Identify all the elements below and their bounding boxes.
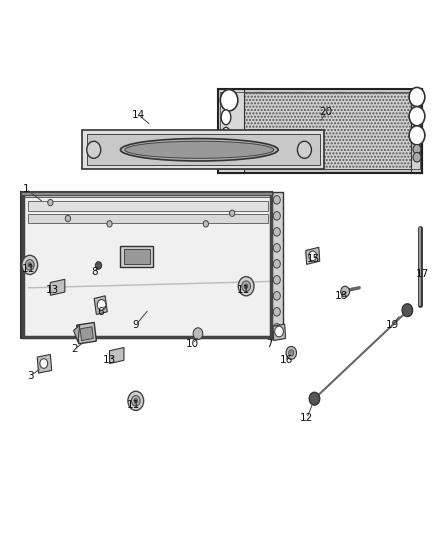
Text: 9: 9	[132, 320, 139, 330]
Circle shape	[128, 391, 144, 410]
Circle shape	[238, 277, 254, 296]
Text: 20: 20	[320, 107, 333, 117]
Ellipse shape	[120, 139, 278, 161]
Text: 14: 14	[131, 110, 145, 119]
Circle shape	[203, 221, 208, 227]
Circle shape	[95, 262, 102, 269]
Circle shape	[273, 276, 280, 284]
Circle shape	[40, 359, 48, 368]
Polygon shape	[21, 192, 272, 338]
Polygon shape	[82, 130, 324, 169]
Polygon shape	[77, 322, 96, 344]
Circle shape	[28, 263, 32, 267]
Circle shape	[309, 392, 320, 405]
Circle shape	[273, 244, 280, 252]
Polygon shape	[110, 348, 124, 364]
Ellipse shape	[223, 143, 230, 153]
Circle shape	[273, 292, 280, 300]
Circle shape	[289, 350, 294, 356]
Polygon shape	[218, 89, 422, 173]
Circle shape	[107, 221, 112, 227]
Text: 2: 2	[71, 344, 78, 354]
Circle shape	[242, 281, 251, 292]
Text: 3: 3	[27, 371, 34, 381]
Polygon shape	[120, 246, 153, 266]
Circle shape	[297, 141, 311, 158]
Text: 11: 11	[22, 264, 35, 274]
Circle shape	[22, 255, 38, 274]
Circle shape	[244, 284, 248, 288]
Polygon shape	[411, 89, 422, 173]
Circle shape	[273, 228, 280, 236]
Text: 11: 11	[237, 286, 250, 295]
Text: 7: 7	[266, 339, 273, 349]
Circle shape	[409, 87, 425, 107]
Polygon shape	[94, 296, 107, 314]
Polygon shape	[21, 192, 272, 197]
Text: 6: 6	[97, 307, 104, 317]
Polygon shape	[74, 325, 80, 342]
Text: 1: 1	[23, 184, 30, 194]
Circle shape	[134, 399, 138, 403]
Polygon shape	[80, 327, 93, 341]
Polygon shape	[273, 324, 286, 341]
Text: 13: 13	[103, 355, 116, 365]
Circle shape	[97, 300, 106, 310]
Circle shape	[309, 251, 317, 261]
Circle shape	[409, 107, 425, 126]
Ellipse shape	[222, 127, 230, 139]
Polygon shape	[218, 89, 244, 173]
Polygon shape	[124, 249, 150, 264]
Text: 10: 10	[186, 339, 199, 349]
Circle shape	[273, 324, 280, 332]
Circle shape	[193, 328, 203, 340]
Text: 17: 17	[416, 270, 429, 279]
Circle shape	[273, 308, 280, 316]
Circle shape	[230, 210, 235, 216]
Circle shape	[25, 260, 34, 270]
Text: 8: 8	[91, 267, 98, 277]
Circle shape	[341, 286, 350, 297]
Text: 12: 12	[300, 414, 313, 423]
Text: 18: 18	[335, 291, 348, 301]
Text: 11: 11	[127, 400, 140, 410]
Polygon shape	[37, 354, 52, 373]
Polygon shape	[50, 279, 65, 295]
Ellipse shape	[221, 110, 231, 125]
Circle shape	[220, 90, 238, 111]
Text: 13: 13	[46, 286, 59, 295]
Circle shape	[273, 212, 280, 220]
Circle shape	[273, 196, 280, 204]
Circle shape	[413, 152, 421, 162]
Text: 15: 15	[307, 254, 320, 263]
Polygon shape	[244, 93, 411, 169]
Polygon shape	[306, 247, 320, 264]
Text: 19: 19	[385, 320, 399, 330]
Circle shape	[409, 126, 425, 145]
Circle shape	[413, 144, 421, 154]
Polygon shape	[271, 192, 283, 338]
Polygon shape	[28, 201, 268, 211]
Polygon shape	[28, 214, 268, 223]
Ellipse shape	[125, 141, 274, 158]
Circle shape	[48, 199, 53, 206]
Circle shape	[402, 304, 413, 317]
Circle shape	[275, 326, 283, 337]
Text: 16: 16	[280, 355, 293, 365]
Circle shape	[65, 215, 71, 222]
Polygon shape	[87, 134, 320, 165]
Circle shape	[87, 141, 101, 158]
Circle shape	[131, 395, 140, 406]
Circle shape	[273, 260, 280, 268]
Circle shape	[286, 346, 297, 359]
